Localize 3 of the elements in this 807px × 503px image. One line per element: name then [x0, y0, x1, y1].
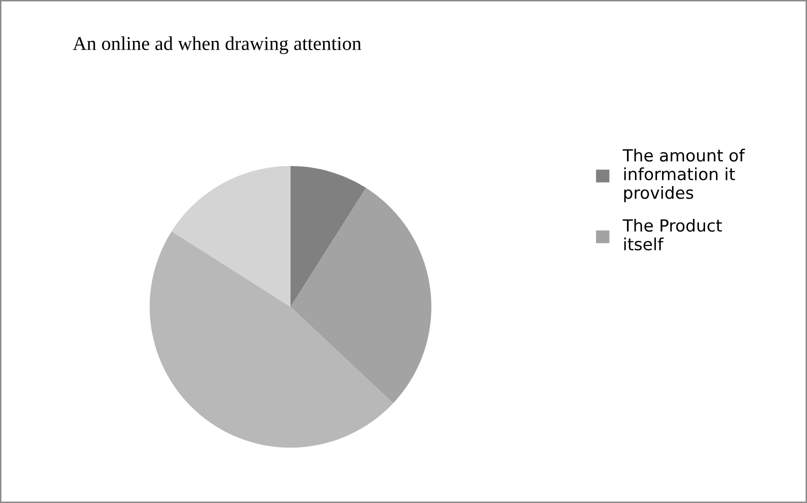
chart-title: An online ad when drawing attention	[72, 36, 362, 54]
legend-label: The amount of information it provides	[622, 148, 745, 202]
legend-label: The Product itself	[622, 218, 722, 250]
